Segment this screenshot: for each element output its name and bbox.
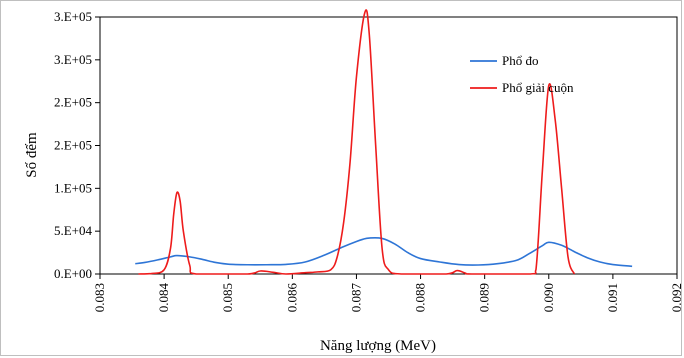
x-tick-label: 0.084 [156,283,171,313]
y-tick-label: 5.E+04 [54,223,93,238]
plot-axes [95,16,678,279]
x-tick-label: 0.087 [348,283,363,313]
y-tick-label: 2.E+05 [54,138,92,153]
x-tick-label: 0.085 [220,283,235,312]
legend: Phổ đo Phổ giải cuộn [470,53,574,95]
y-tick-label: 3.E+05 [54,52,92,67]
y-tick-label: 1.E+05 [54,180,92,195]
x-tick-label: 0.092 [669,283,684,312]
legend-label: Phổ giải cuộn [502,80,574,95]
series-lines [135,9,633,275]
plot-area-border [99,16,678,275]
x-tick-label: 0.083 [92,283,107,312]
x-tick-label: 0.091 [605,283,620,312]
y-axis-title: Số đếm [24,132,40,178]
y-tick-labels: 0.E+00 5.E+04 1.E+05 2.E+05 2.E+05 3.E+05 3.E+… [54,9,93,281]
x-tick-labels: 0.083 0.084 0.085 0.086 0.087 0.088 0.089 0.090… [92,283,684,313]
y-tick-label: 0.E+00 [54,266,92,281]
x-axis-title: Năng lượng (MeV) [320,338,436,354]
x-tick-label: 0.088 [413,283,428,312]
y-tick-label: 3.E+05 [54,9,92,24]
x-tick-label: 0.090 [541,283,556,312]
legend-label: Phổ đo [502,53,538,68]
series-line-unfolded [138,9,576,275]
x-tick-label: 0.089 [477,283,492,312]
series-line-measured [135,237,633,268]
y-tick-label: 2.E+05 [54,95,92,110]
x-tick-label: 0.086 [284,283,299,313]
